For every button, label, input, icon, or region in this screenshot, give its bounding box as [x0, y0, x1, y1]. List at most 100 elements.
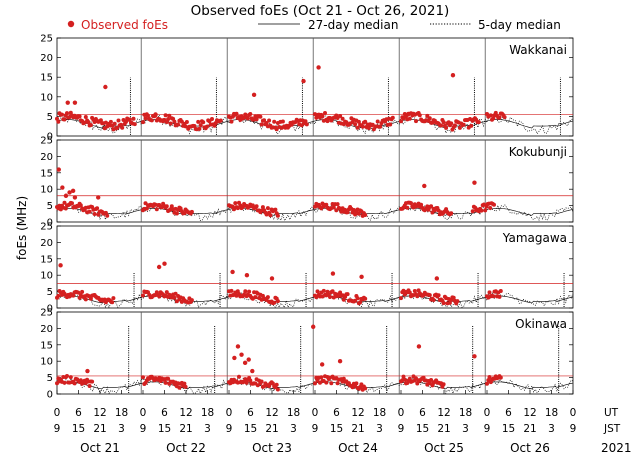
x-tick-label-jst: 21 — [265, 423, 278, 435]
y-tick-label: 0 — [47, 304, 53, 315]
x-tick-label-ut: 18 — [545, 407, 558, 419]
y-tick-label: 5 — [47, 201, 53, 212]
y-tick-label: 5 — [47, 373, 53, 384]
observed-point — [176, 122, 181, 127]
legend-observed-marker — [67, 20, 75, 28]
observed-point — [399, 119, 403, 124]
observed-point — [375, 119, 380, 124]
observed-point — [304, 122, 309, 127]
observed-outlier — [301, 78, 306, 84]
observed-outlier — [246, 357, 251, 362]
observed-point — [487, 375, 492, 379]
observed-point — [167, 113, 172, 118]
y-tick-label: 10 — [40, 185, 53, 196]
observed-point — [355, 296, 360, 301]
observed-point — [88, 123, 93, 127]
observed-point — [259, 122, 264, 127]
x-tick-label-ut: 6 — [247, 407, 254, 419]
observed-point — [407, 376, 412, 381]
observed-outlier — [72, 195, 78, 200]
x-tick-label-jst: 3 — [290, 423, 297, 435]
observed-point — [444, 125, 449, 130]
observed-point — [218, 118, 223, 123]
observed-point — [248, 112, 253, 116]
observed-point — [55, 116, 59, 121]
observed-point — [451, 295, 456, 300]
observed-point — [334, 208, 339, 213]
x-tick-label-ut: 18 — [115, 407, 128, 419]
observed-point — [356, 119, 361, 124]
observed-point — [378, 124, 383, 129]
observed-point — [329, 381, 334, 386]
observed-point — [335, 202, 340, 207]
observed-point — [177, 385, 182, 390]
observed-point — [275, 299, 280, 304]
observed-point — [119, 122, 123, 127]
observed-point — [417, 113, 422, 118]
observed-outlier — [162, 261, 167, 266]
observed-point — [313, 381, 317, 386]
observed-outlier — [156, 264, 162, 270]
observed-point — [183, 124, 188, 129]
observed-point — [96, 212, 101, 217]
observed-point — [229, 119, 234, 124]
x-tick-label-jst: 21 — [523, 423, 536, 435]
y-tick-label: 15 — [40, 168, 53, 179]
observed-outlier — [405, 112, 411, 117]
observed-point — [72, 381, 77, 386]
observed-point — [272, 300, 277, 305]
observed-point — [172, 119, 177, 124]
observed-point — [131, 116, 136, 121]
x-tick-label-ut: 12 — [265, 407, 278, 419]
observed-point — [323, 111, 327, 115]
observed-point — [189, 298, 194, 303]
observed-point — [163, 113, 168, 118]
observed-outlier — [319, 362, 325, 367]
legend: Observed foEs 27-day median 5-day median — [67, 18, 561, 32]
observed-point — [83, 297, 88, 302]
observed-point — [141, 120, 145, 125]
observed-point — [415, 381, 420, 386]
observed-point — [98, 118, 103, 123]
x-tick-label-ut: 0 — [570, 407, 577, 419]
observed-point — [56, 293, 61, 298]
y-tick-label: 25 — [40, 34, 53, 45]
x-tick-label-jst: 21 — [179, 423, 192, 435]
observed-point — [234, 111, 239, 116]
observed-point — [197, 126, 202, 131]
x-tick-label-jst: 21 — [437, 423, 450, 435]
observed-point — [86, 120, 91, 125]
jst-row-label: JST — [603, 423, 621, 435]
observed-point — [439, 123, 444, 128]
observed-outlier — [56, 167, 61, 172]
observed-point — [258, 114, 263, 119]
x-tick-label-jst: 3 — [462, 423, 469, 435]
observed-point — [315, 289, 320, 294]
day-label: Oct 21 — [80, 441, 120, 455]
observed-point — [353, 122, 358, 127]
observed-point — [275, 387, 280, 392]
observed-point — [479, 208, 484, 213]
observed-point — [363, 119, 368, 124]
observed-point — [366, 126, 371, 131]
observed-point — [154, 207, 159, 212]
observed-point — [272, 119, 277, 124]
observed-point — [491, 294, 496, 299]
y-tick-label: 10 — [40, 271, 53, 282]
y-tick-label: 5 — [47, 112, 53, 123]
observed-point — [483, 208, 488, 213]
observed-point — [157, 294, 162, 299]
x-tick-label-ut: 0 — [398, 407, 405, 419]
day-label: Oct 25 — [424, 441, 464, 455]
observed-point — [335, 381, 340, 386]
y-tick-label: 15 — [40, 254, 53, 265]
observed-point — [402, 377, 407, 382]
observed-point — [262, 118, 267, 123]
observed-outlier — [269, 276, 275, 281]
observed-point — [338, 114, 343, 118]
panel-frame — [56, 37, 574, 137]
x-tick-label-ut: 6 — [419, 407, 426, 419]
x-tick-label-ut: 6 — [333, 407, 340, 419]
observed-point — [321, 288, 326, 293]
